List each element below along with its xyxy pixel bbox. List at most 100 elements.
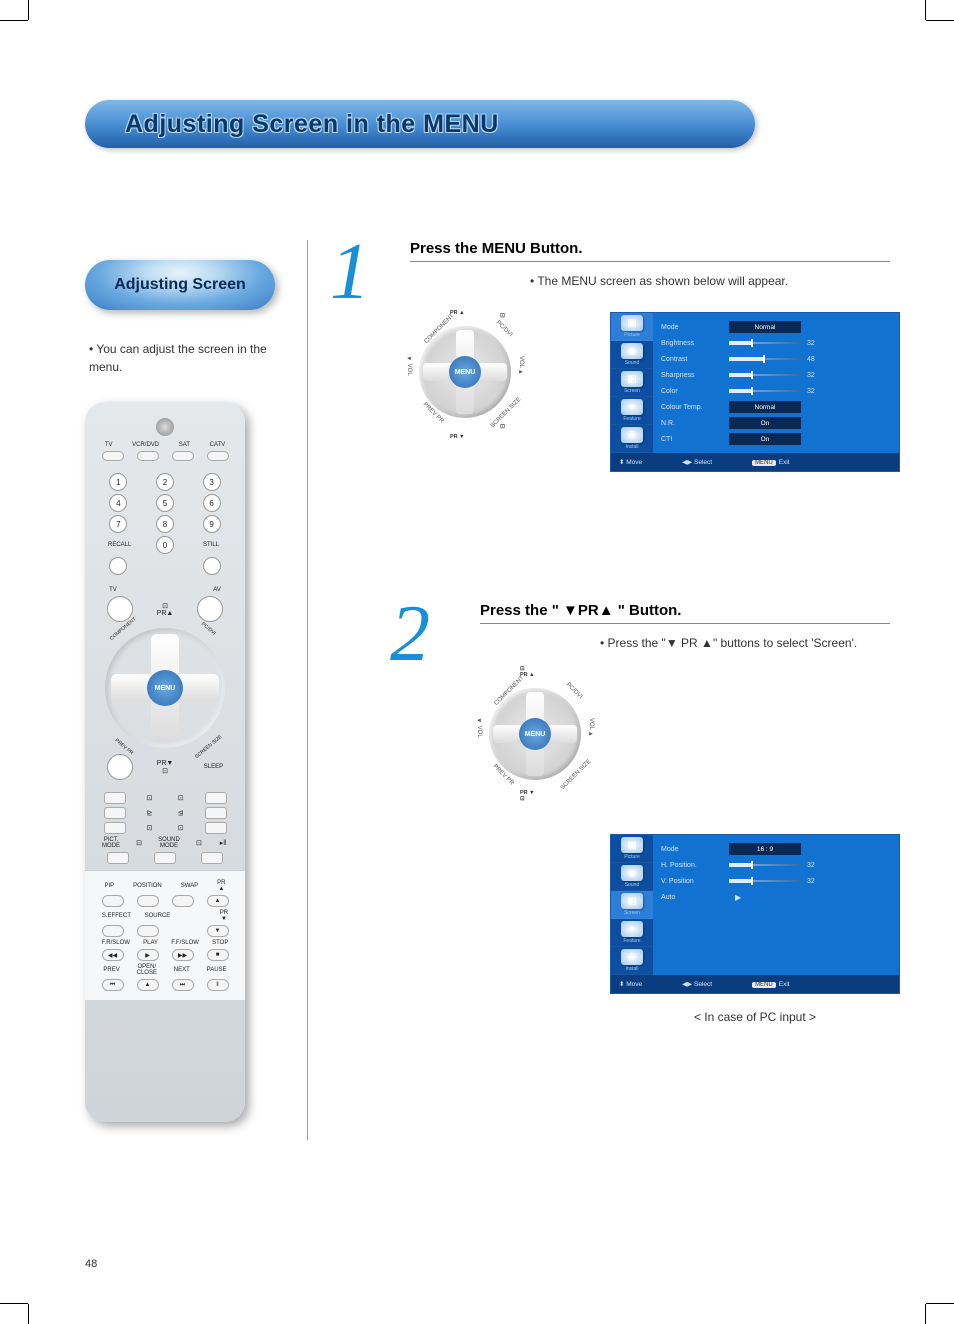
- remote-label-pip: PIP: [104, 883, 114, 889]
- remote-label-open: OPEN/ CLOSE: [137, 964, 157, 976]
- position-button[interactable]: [137, 895, 159, 907]
- remote-label-frslow: F.R/SLOW: [102, 940, 130, 946]
- osd-row-brightness: Brightness32: [661, 335, 891, 351]
- title-banner: Adjusting Screen in the MENU: [85, 100, 755, 148]
- remote-label-seffect: S.EFFECT: [102, 913, 131, 919]
- remote-label-still: STILL: [200, 542, 222, 548]
- remote-mode-catv[interactable]: [207, 451, 229, 461]
- osd-row-v-position: V. Position32: [661, 873, 891, 889]
- osd-row-h-position-: H. Position.32: [661, 857, 891, 873]
- remote-pr-up-label: ⊡PR▲: [157, 602, 174, 617]
- remote-pr-down-label: PR▼⊡: [157, 760, 174, 775]
- step-2: 2 Press the " ▼PR▲ " Button. • Press the…: [330, 602, 890, 1024]
- num-1[interactable]: 1: [109, 473, 127, 491]
- pr-down-button[interactable]: ▼: [207, 925, 229, 937]
- remote-rect-extra[interactable]: [201, 852, 223, 864]
- remote-rect-6[interactable]: [205, 822, 227, 834]
- remote-dpad[interactable]: MENU COMPONENT PC/DVI PREV PR SCREEN SIZ…: [105, 628, 225, 748]
- num-4[interactable]: 4: [109, 494, 127, 512]
- osd1-panel: ModeNormalBrightness32Contrast48Sharpnes…: [653, 313, 899, 453]
- remote-rect-5[interactable]: [104, 822, 126, 834]
- osd-tab-screen: ◧Screen: [611, 891, 653, 919]
- frslow-button[interactable]: ◀◀: [102, 949, 124, 961]
- pr-up-button[interactable]: ▲: [207, 895, 229, 907]
- remote-rect-1[interactable]: [104, 792, 126, 804]
- section-tag-label: Adjusting Screen: [114, 276, 246, 294]
- remote-label-stop: STOP: [212, 940, 228, 946]
- step-2-caption: < In case of PC input >: [610, 1010, 900, 1024]
- num-2[interactable]: 2: [156, 473, 174, 491]
- sound-mode-button[interactable]: [154, 852, 176, 864]
- osd-tab-feature: ✦Feature: [611, 397, 653, 425]
- remote-mode-vcrdvd[interactable]: [137, 451, 159, 461]
- num-7[interactable]: 7: [109, 515, 127, 533]
- pip-button[interactable]: [102, 895, 124, 907]
- num-0[interactable]: 0: [156, 536, 174, 554]
- seffect-button[interactable]: [102, 925, 124, 937]
- remote-label-pause: PAUSE: [207, 967, 227, 973]
- tv-button[interactable]: [107, 596, 133, 622]
- dpad-figure-1: ⊡PR ▲ MENU COMPONENT PC/DVI PREV PR SCRE…: [410, 302, 520, 442]
- remote-label-source: SOURCE: [145, 913, 171, 919]
- osd-tab-sound: ◉Sound: [611, 341, 653, 369]
- open-button[interactable]: ▲: [137, 979, 159, 991]
- remote-label-pictmode: PICT. MODE: [102, 837, 120, 849]
- menu-button-icon-2: MENU: [519, 718, 551, 750]
- num-8[interactable]: 8: [156, 515, 174, 533]
- remote-mode-sat[interactable]: [172, 451, 194, 461]
- remote-rect-3[interactable]: [104, 807, 126, 819]
- section-tag: Adjusting Screen: [85, 260, 275, 310]
- num-6[interactable]: 6: [203, 494, 221, 512]
- av-button[interactable]: [197, 596, 223, 622]
- remote-label-next: NEXT: [174, 967, 190, 973]
- osd2-panel: Mode16 : 9H. Position.32V. Position32Aut…: [653, 835, 899, 975]
- step-1-number: 1: [330, 232, 370, 312]
- section-description: • You can adjust the screen in the menu.: [85, 340, 295, 376]
- osd1-footer-select: ◀▶ Select: [682, 458, 712, 466]
- remote-pcdvi-label: PC/DVI: [200, 621, 217, 636]
- step-2-number: 2: [390, 594, 430, 674]
- remote-mode-tv[interactable]: [102, 451, 124, 461]
- osd-menu-1: ▣Picture◉Sound◧Screen✦Feature✇Install Mo…: [610, 312, 900, 472]
- num-5[interactable]: 5: [156, 494, 174, 512]
- osd-row-cti: CTIOn: [661, 431, 891, 447]
- pict-mode-button[interactable]: [107, 852, 129, 864]
- osd-row-sharpness: Sharpness32: [661, 367, 891, 383]
- ffslow-button[interactable]: ▶▶: [172, 949, 194, 961]
- step-2-heading: Press the " ▼PR▲ " Button.: [480, 602, 890, 624]
- vertical-divider: [307, 240, 308, 1140]
- swap-button[interactable]: [172, 895, 194, 907]
- remote-label-tvbtn: TV: [109, 587, 117, 593]
- remote-label-vcrdvd: VCR/DVD: [132, 442, 159, 448]
- num-3[interactable]: 3: [203, 473, 221, 491]
- remote-label-ffslow: F.F/SLOW: [171, 940, 199, 946]
- osd1-footer-move: ⬍ Move: [619, 458, 642, 466]
- page-title: Adjusting Screen in the MENU: [125, 110, 499, 139]
- ir-led: [156, 418, 174, 436]
- remote-label-position: POSITION: [133, 883, 162, 889]
- remote-aux-left[interactable]: [107, 754, 133, 780]
- remote-rect-4[interactable]: [205, 807, 227, 819]
- next-button[interactable]: ⏭: [172, 979, 194, 991]
- remote-rect-2[interactable]: [205, 792, 227, 804]
- remote-control: TV VCR/DVD SAT CATV 1 2 3 4 5 6: [85, 402, 245, 1122]
- remote-label-sleep: SLEEP: [197, 764, 223, 770]
- stop-button[interactable]: ■: [207, 949, 229, 961]
- remote-menu-button[interactable]: MENU: [147, 670, 183, 706]
- osd2-footer-exit: MENUExit: [752, 981, 790, 988]
- osd-row-contrast: Contrast48: [661, 351, 891, 367]
- remote-label-avbtn: AV: [213, 587, 221, 593]
- play-button[interactable]: ▶: [137, 949, 159, 961]
- osd1-tabs: ▣Picture◉Sound◧Screen✦Feature✇Install: [611, 313, 653, 453]
- still-button[interactable]: [203, 557, 221, 575]
- remote-label-prup: PR ▲: [217, 880, 225, 892]
- osd-row-auto: Auto▶: [661, 889, 891, 905]
- num-9[interactable]: 9: [203, 515, 221, 533]
- menu-button-icon: MENU: [449, 356, 481, 388]
- osd2-footer-move: ⬍ Move: [619, 980, 642, 988]
- source-button[interactable]: [137, 925, 159, 937]
- osd-row-color: Color32: [661, 383, 891, 399]
- prev-button[interactable]: ⏮: [102, 979, 124, 991]
- recall-button[interactable]: [109, 557, 127, 575]
- pause-button[interactable]: ‖: [207, 979, 229, 991]
